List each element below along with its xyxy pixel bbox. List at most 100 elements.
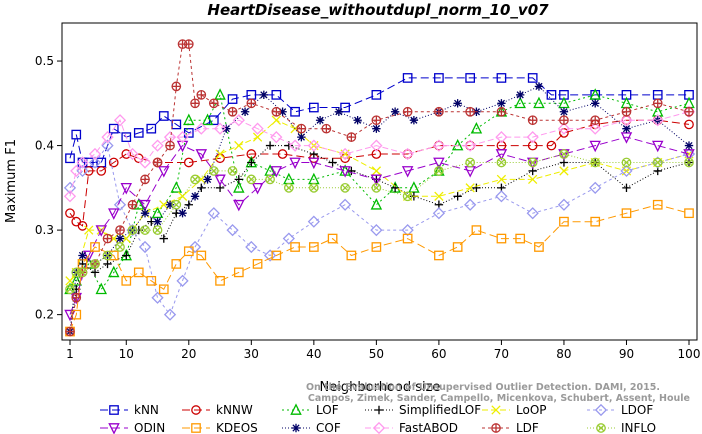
data-point-inflo [465,157,476,168]
data-point-ldof [176,274,189,287]
data-point-kdeos [158,284,169,295]
legend-label-cof: COF [316,421,341,434]
x-tick-label: 60 [431,347,446,361]
data-point-cof [297,132,306,142]
data-point-lof [589,88,601,100]
plot-frame [61,22,698,341]
legend-marker-simplifiedlof [374,405,384,415]
data-point-ldf [165,140,175,151]
data-point-odin [158,166,170,178]
series-kdeos [65,199,694,337]
data-point-ldf [346,132,357,142]
data-point-knn [371,90,382,100]
data-point-lof [514,96,526,109]
data-point-loop [434,191,444,201]
series-line-cof [69,85,690,332]
data-point-kdeos [71,309,82,320]
data-point-lof [95,282,108,295]
data-point-lof [214,88,226,100]
data-point-ldof [207,207,220,220]
data-point-simplifiedlof [234,175,244,184]
data-point-fastabod [401,147,414,161]
data-point-ldof [401,223,414,237]
data-point-simplifiedlof [197,183,206,193]
data-point-fastabod [288,139,302,152]
legend-item-fastabod: FastABOD [365,421,458,434]
data-point-ldf [652,98,663,109]
data-point-kdeos [121,275,132,286]
data-point-inflo [559,149,569,159]
data-point-inflo [590,157,601,168]
data-point-simplifiedlof [103,259,112,269]
data-point-ldof [63,181,77,194]
legend-label-kdeos: KDEOS [216,421,258,434]
data-point-ldf [434,106,444,117]
data-point-odin [214,174,226,187]
data-point-lof [558,96,570,109]
data-point-fastabod [63,190,77,203]
data-point-kdeos [402,233,413,244]
data-point-fastabod [113,114,127,127]
data-point-knn [183,128,194,138]
data-point-simplifiedlof [472,183,481,193]
data-point-odin [120,182,133,195]
data-point-loop [234,140,244,151]
data-point-kdeos [496,233,507,244]
data-point-inflo [190,174,200,185]
data-point-inflo [77,267,88,278]
y-axis-label: Maximum F1 [4,139,19,223]
data-point-ldf [152,157,163,168]
data-point-ldof [495,190,508,203]
legend-label-ldf: LDF [516,421,539,434]
data-point-simplifiedlof [328,158,337,167]
data-point-simplifiedlof [247,158,256,167]
data-point-inflo [140,225,150,235]
data-point-ldf [321,123,332,134]
data-point-inflo [152,225,163,235]
data-point-odin [339,166,351,178]
data-point-lof [170,181,183,193]
data-point-ldf [65,326,75,337]
data-point-knnw [183,157,194,168]
data-point-knn [465,73,476,83]
data-point-cof [78,251,87,260]
data-point-fastabod [307,139,320,152]
data-point-knnw [96,166,107,176]
data-point-ldof [151,291,164,304]
legend-item-simplifiedlof: SimplifiedLOF [365,403,481,417]
data-point-kdeos [133,267,144,278]
data-point-fastabod [213,122,227,135]
data-point-knnw [121,149,132,159]
data-point-knnw [434,140,444,151]
data-point-lof [183,113,195,126]
legend-label-knnw: kNNW [216,403,253,417]
data-point-ldf [227,106,238,117]
data-point-cof [203,175,212,184]
data-point-simplifiedlof [265,141,275,150]
data-point-lof [151,206,164,219]
x-tick-label: 70 [494,347,509,361]
data-point-knnw [277,149,288,159]
data-point-knn [158,111,169,121]
x-axis: 1 10 20 30 40 50 60 70 80 90 100 [66,340,700,361]
data-point-odin [495,149,508,161]
data-point-fastabod [464,139,477,152]
data-point-inflo [265,174,275,185]
data-point-lof [470,122,483,134]
y-tick-label: 0.2 [35,308,54,322]
data-point-kdeos [534,242,544,252]
data-point-cof [353,116,362,125]
data-point-knnw [108,157,119,168]
data-point-inflo [308,183,319,193]
data-point-cof [140,209,150,218]
data-point-fastabod [101,131,114,144]
data-point-simplifiedlof [122,251,131,260]
data-point-ldf [190,98,200,109]
data-point-kdeos [515,233,526,244]
data-point-cof [497,99,506,108]
data-point-fastabod [338,147,352,161]
series-line-knn [69,77,689,163]
data-point-odin [139,199,151,212]
data-point-lof [108,265,120,278]
data-point-ldf [196,90,207,100]
